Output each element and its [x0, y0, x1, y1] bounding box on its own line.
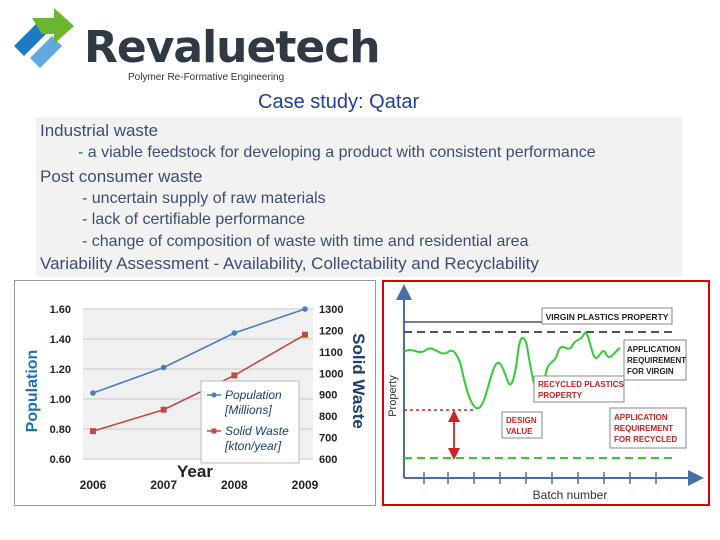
- legend-waste-line2: [kton/year]: [224, 439, 282, 453]
- y2-tick-label: 1200: [319, 325, 343, 337]
- y-tick-label: 1.00: [50, 394, 71, 406]
- y2-tick-label: 800: [319, 411, 337, 423]
- app-recycled-line1: APPLICATION: [614, 413, 668, 422]
- property-variability-chart: VIRGIN PLASTICS PROPERTY APPLICATION REQ…: [382, 280, 710, 506]
- series-line-solid-waste: [92, 334, 306, 432]
- recycle-arrows-icon: [14, 8, 74, 68]
- y2-tick-label: 1300: [319, 304, 343, 316]
- y-tick-label: 1.60: [50, 304, 71, 316]
- x-tick-label: 2008: [221, 478, 248, 492]
- x-tick-label: 2009: [292, 478, 319, 492]
- app-virgin-line1: APPLICATION: [627, 345, 681, 354]
- population-waste-chart: 0.60 0.80 1.00 1.20 1.40 1.60 600 700 800 900 100…: [14, 280, 376, 506]
- x-tick-label: 2007: [150, 478, 177, 492]
- property-axis-label: Property: [387, 375, 399, 417]
- data-point-population: [90, 390, 96, 396]
- bullet-industrial: Industrial waste: [40, 121, 159, 140]
- data-point-solid-waste: [231, 372, 238, 379]
- data-point-population: [231, 330, 238, 336]
- recycled-property-line1: RECYCLED PLASTICS: [538, 380, 624, 389]
- population-waste-svg: 0.60 0.80 1.00 1.20 1.40 1.60 600 700 800 900 100…: [24, 304, 368, 492]
- y2-tick-label: 600: [319, 454, 337, 466]
- y2-tick-label: 900: [319, 390, 337, 402]
- bullet-pc-sub2: - lack of certifiable performance: [82, 211, 306, 228]
- recycled-property-curve: [403, 331, 621, 410]
- x-axis-label: Year: [177, 462, 213, 481]
- page-title: Case study: Qatar: [258, 91, 420, 113]
- y-axis-label: Population: [24, 350, 41, 433]
- y-tick-label: 0.80: [50, 424, 71, 436]
- x-axis-ticks: [423, 472, 657, 484]
- y2-axis-label: Solid Waste: [349, 333, 368, 429]
- y2-tick-label: 1100: [319, 347, 343, 359]
- legend-population-line1: Population: [225, 388, 282, 402]
- legend-waste-line1: Solid Waste: [225, 424, 289, 438]
- data-point-solid-waste: [90, 428, 96, 435]
- y2-tick-label: 700: [319, 433, 337, 445]
- app-virgin-line2: REQUIREMENT: [627, 356, 686, 365]
- bullet-industrial-sub: - a viable feedstock for developing a pr…: [78, 144, 596, 161]
- y2-tick-label: 1000: [319, 368, 343, 380]
- legend: Population [Millions] Solid Waste [kton/…: [200, 380, 300, 464]
- data-point-population: [160, 364, 167, 371]
- bullet-pc-sub3: - change of composition of waste with ti…: [82, 233, 529, 250]
- data-point-population: [302, 306, 308, 312]
- property-variability-svg: VIRGIN PLASTICS PROPERTY APPLICATION REQ…: [387, 284, 704, 502]
- y-tick-label: 0.60: [50, 454, 71, 466]
- batch-axis-label: Batch number: [533, 488, 608, 502]
- brand-tagline: Polymer Re-Formative Engineering: [128, 72, 285, 83]
- logo: Revaluetech Polymer Re-Formative Enginee…: [8, 6, 381, 86]
- recycled-property-line2: PROPERTY: [538, 391, 583, 400]
- design-value-line2: VALUE: [506, 427, 533, 436]
- legend-population-line2: [Millions]: [224, 403, 272, 417]
- x-tick-label: 2006: [80, 478, 107, 492]
- y-tick-label: 1.40: [50, 334, 71, 346]
- series-line-population: [92, 308, 306, 394]
- data-point-solid-waste: [302, 331, 308, 338]
- bullet-pc-sub1: - uncertain supply of raw materials: [82, 190, 326, 207]
- app-virgin-line3: FOR VIRGIN: [627, 367, 674, 376]
- design-value-line1: DESIGN: [506, 416, 537, 425]
- app-recycled-line2: REQUIREMENT: [614, 424, 673, 433]
- virgin-property-label: VIRGIN PLASTICS PROPERTY: [546, 312, 669, 322]
- app-recycled-line3: FOR RECYCLED: [614, 435, 677, 444]
- data-point-solid-waste: [160, 406, 167, 413]
- y-tick-label: 1.20: [50, 364, 71, 376]
- text-panel: Industrial waste - a viable feedstock fo…: [36, 117, 682, 277]
- bullet-variability: Variability Assessment - Availability, C…: [40, 254, 539, 273]
- brand-name: Revaluetech: [84, 22, 381, 73]
- bullet-post-consumer: Post consumer waste: [40, 167, 203, 186]
